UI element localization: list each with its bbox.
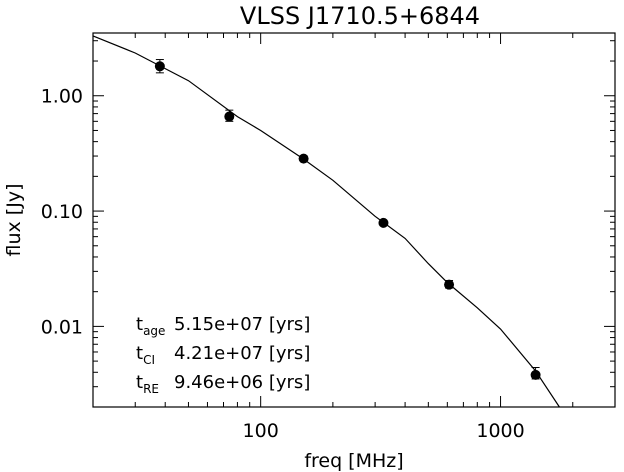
point-marker — [298, 153, 309, 164]
x-axis-label: freq [MHz] — [304, 450, 403, 472]
annotation: tCI — [136, 343, 155, 367]
annotation-value: 9.46e+06 [yrs] — [174, 372, 310, 393]
point-marker — [154, 61, 165, 72]
fit-curve — [92, 35, 560, 408]
data-point — [530, 367, 541, 380]
x-tick-label: 100 — [243, 420, 279, 442]
chart-title: VLSS J1710.5+6844 — [240, 2, 480, 30]
y-axis-label: flux [Jy] — [3, 184, 25, 257]
annotation: tRE — [136, 372, 159, 396]
y-tick-label: 1.00 — [41, 86, 83, 108]
data-points — [154, 59, 541, 380]
data-point — [378, 217, 389, 228]
point-marker — [444, 279, 455, 290]
data-point — [154, 59, 165, 74]
y-axis: 0.01 0.10 1.00 — [41, 40, 615, 408]
data-point — [298, 153, 309, 164]
y-tick-label: 0.01 — [41, 316, 83, 338]
annotation-value: 4.21e+07 [yrs] — [174, 343, 310, 364]
data-point — [224, 109, 235, 122]
point-marker — [378, 217, 389, 228]
x-axis: 100 1000 — [92, 33, 616, 442]
plot-frame — [92, 32, 616, 408]
point-marker — [530, 369, 541, 380]
x-tick-label: 1000 — [476, 420, 524, 442]
y-tick-label: 0.10 — [41, 201, 83, 223]
data-point — [444, 279, 455, 290]
annotations: tage 5.15e+07 [yrs] tCI 4.21e+07 [yrs] tRE 9.… — [136, 314, 310, 396]
annotation-value: 5.15e+07 [yrs] — [174, 314, 310, 335]
annotation: tage — [136, 314, 165, 338]
point-marker — [224, 111, 235, 122]
